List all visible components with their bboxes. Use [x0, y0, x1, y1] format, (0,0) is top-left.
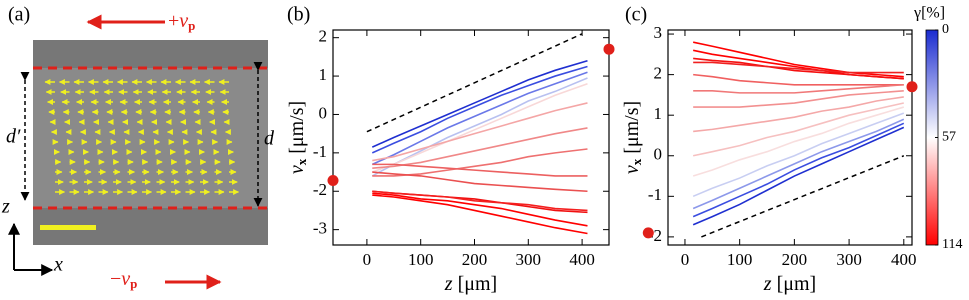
series-line	[372, 192, 588, 227]
subscript: p	[188, 18, 195, 33]
x-tick-label: 400	[569, 250, 595, 269]
symbol: v	[121, 268, 130, 290]
series-line	[692, 126, 905, 226]
series-line	[371, 65, 588, 154]
series-line	[371, 59, 588, 148]
x-tick-label: 100	[727, 250, 753, 269]
series-line	[693, 73, 904, 86]
series-line	[693, 90, 904, 108]
axis-label: z	[1, 196, 10, 218]
y-tick-label: 2	[319, 27, 328, 46]
unit: [μm/s]	[621, 101, 643, 154]
series-line	[693, 57, 904, 80]
x-tick-label: 200	[782, 250, 808, 269]
series-line	[372, 163, 588, 177]
colorbar-tick-label: 0	[942, 22, 949, 37]
marker	[642, 227, 654, 239]
y-tick-label: 1	[654, 104, 663, 123]
series-line	[372, 190, 588, 212]
y-tick-label: 0	[319, 103, 328, 122]
marker	[906, 81, 918, 93]
symbol: z	[763, 273, 772, 295]
x-tick-label: 100	[408, 250, 434, 269]
micrograph-band	[33, 40, 268, 68]
y-axis-label: vx [μm/s]	[621, 101, 644, 174]
y-tick-label: -2	[313, 180, 327, 199]
plot-frame	[667, 29, 913, 246]
symbol: z	[444, 273, 453, 295]
subscript: x	[629, 158, 644, 165]
unit: [μm]	[458, 273, 498, 295]
x-tick-label: 300	[836, 250, 862, 269]
panel-label: (b)	[287, 4, 310, 26]
panel-a: (a) +vp −vp d′ d z x	[1, 4, 275, 291]
series-line	[372, 102, 588, 162]
series-line	[692, 112, 905, 198]
colorbar-tick-label: 57	[942, 130, 956, 145]
y-tick-label: 3	[654, 23, 663, 42]
scale-bar	[40, 225, 96, 230]
velocity-label: −vp	[110, 268, 137, 291]
marker	[327, 175, 339, 186]
unit: [μm/s]	[286, 101, 308, 154]
y-tick-label: -3	[313, 219, 327, 238]
series-line	[371, 71, 588, 166]
x-tick-label: 300	[516, 250, 542, 269]
series-line	[693, 41, 904, 78]
velocity-field	[44, 79, 240, 195]
series-line	[372, 127, 588, 170]
plot-frame	[332, 29, 610, 246]
series-line	[372, 171, 588, 193]
subscript: x	[294, 158, 309, 165]
velocity-label: +vp	[168, 10, 195, 33]
gap-label: d	[264, 128, 275, 150]
x-tick-label: 200	[462, 250, 488, 269]
sign: −	[110, 268, 121, 290]
symbol: v	[286, 165, 308, 174]
x-axis-label: z [μm]	[444, 273, 497, 295]
series-line	[692, 118, 905, 210]
x-tick-label: 0	[681, 250, 690, 269]
series-line	[693, 102, 904, 157]
y-tick-label: -1	[313, 142, 327, 161]
marker	[603, 43, 615, 55]
x-tick-label: 0	[363, 250, 372, 269]
reference-line	[701, 155, 905, 238]
y-tick-label: 1	[319, 65, 328, 84]
panel-label: (c)	[625, 4, 647, 26]
panel-label: (a)	[8, 4, 30, 26]
y-tick-label: 0	[654, 145, 663, 164]
series-line	[693, 83, 904, 94]
axis-label: x	[53, 254, 63, 276]
subscript: p	[130, 276, 137, 291]
y-tick-label: 2	[654, 64, 663, 83]
series-line	[372, 82, 588, 173]
y-tick-label: -1	[648, 185, 662, 204]
series-line	[693, 96, 904, 133]
colorbar-tick-label: 114	[942, 237, 962, 252]
symbol: v	[179, 10, 188, 32]
y-axis-label: vx [μm/s]	[286, 101, 309, 174]
series-line	[692, 122, 905, 218]
gap-label: d′	[6, 126, 21, 148]
series-line	[372, 194, 588, 235]
sign: +	[168, 10, 179, 32]
unit: [μm]	[777, 273, 817, 295]
x-tick-label: 400	[891, 250, 917, 269]
reference-line	[366, 33, 583, 133]
colorbar-label: γ[%]	[913, 5, 945, 22]
series-line	[693, 61, 904, 74]
series-line	[692, 106, 905, 177]
x-axis-label: z [μm]	[763, 273, 816, 295]
symbol: v	[621, 165, 643, 174]
